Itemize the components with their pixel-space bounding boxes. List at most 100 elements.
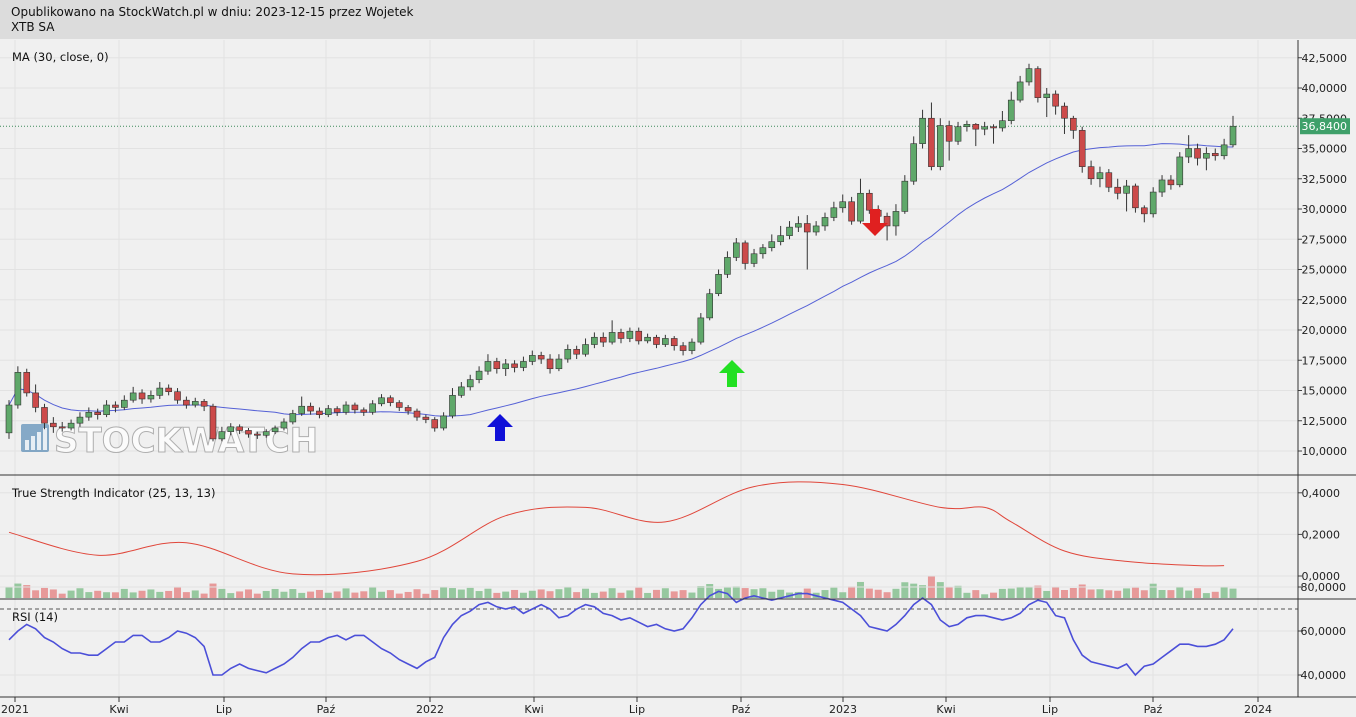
volume-bar xyxy=(1034,585,1042,598)
candle-down xyxy=(972,124,980,130)
volume-bar xyxy=(848,586,856,598)
time-tick-label: Lip xyxy=(629,703,645,716)
volume-bar xyxy=(156,591,164,598)
volume-bar xyxy=(174,587,182,598)
candle-up xyxy=(121,399,128,408)
volume-bar xyxy=(1167,590,1175,598)
volume-bar xyxy=(573,592,581,598)
volume-bar xyxy=(715,588,723,598)
candle-down xyxy=(493,361,501,370)
candle-up xyxy=(1158,179,1166,193)
candle-down xyxy=(236,426,243,431)
volume-bar xyxy=(1202,593,1210,598)
candle-up xyxy=(369,403,376,413)
time-tick-label: Lip xyxy=(1042,703,1058,716)
time-tick-label: Paź xyxy=(732,703,751,716)
volume-bar xyxy=(839,592,847,598)
candle-up xyxy=(529,355,536,362)
candle-up xyxy=(786,226,793,236)
candle-up xyxy=(466,379,474,388)
tsi-panel xyxy=(0,475,1356,599)
volume-bar xyxy=(777,589,785,598)
volume-bar xyxy=(1087,589,1095,598)
candle-up xyxy=(724,257,731,275)
candle-down xyxy=(1132,185,1139,209)
volume-bar xyxy=(981,594,989,598)
candle-up xyxy=(520,361,527,368)
candle-up xyxy=(821,217,829,227)
candle-up xyxy=(555,358,563,370)
volume-bar xyxy=(1025,586,1033,598)
volume-bar xyxy=(661,588,669,598)
candle-down xyxy=(351,404,359,411)
volume-bar xyxy=(874,589,882,598)
price-tick-label: 12,5000 xyxy=(1302,415,1348,428)
candle-up xyxy=(750,253,758,264)
candle-up xyxy=(954,126,962,142)
volume-bar xyxy=(865,588,873,598)
volume-bar xyxy=(564,587,572,598)
volume-bar xyxy=(94,590,102,598)
volume-bar xyxy=(395,593,403,598)
price-tick-label: 40,0000 xyxy=(1302,82,1348,95)
candle-down xyxy=(360,409,368,413)
volume-bar xyxy=(972,590,980,598)
candle-up xyxy=(937,125,944,167)
tsi-tick-label: 0,2000 xyxy=(1302,528,1341,541)
volume-bar xyxy=(901,582,909,598)
volume-bar xyxy=(821,590,829,598)
candle-down xyxy=(599,336,607,343)
candle-up xyxy=(440,415,447,429)
volume-bar xyxy=(794,591,802,598)
candle-up xyxy=(325,408,332,415)
volume-bar xyxy=(1131,587,1139,598)
volume-bar xyxy=(910,583,918,598)
volume-bar xyxy=(244,589,252,598)
volume-bar xyxy=(289,589,297,598)
volume-bar xyxy=(590,592,598,598)
stockwatch-logo-bar xyxy=(43,428,47,450)
tsi-panel-title: True Strength Indicator (25, 13, 13) xyxy=(11,486,215,500)
candle-down xyxy=(511,363,518,368)
candle-down xyxy=(617,332,625,339)
volume-bar xyxy=(191,590,199,598)
candle-down xyxy=(573,349,580,355)
candle-up xyxy=(626,330,634,339)
ticker-name: XTB SA xyxy=(11,20,55,34)
candle-down xyxy=(670,338,678,347)
volume-bar xyxy=(378,591,386,598)
candle-down xyxy=(1087,166,1095,180)
candle-down xyxy=(23,372,31,394)
candle-down xyxy=(422,416,430,420)
volume-bar xyxy=(759,588,767,598)
candle-up xyxy=(999,120,1006,129)
volume-bar xyxy=(1229,588,1237,598)
rsi-panel-title: RSI (14) xyxy=(12,610,58,624)
candle-up xyxy=(280,421,288,429)
candle-up xyxy=(892,211,900,227)
candle-down xyxy=(1078,130,1086,167)
volume-bar xyxy=(1114,590,1122,598)
volume-bar xyxy=(315,589,323,598)
candle-down xyxy=(431,419,439,429)
volume-bar xyxy=(67,590,75,598)
candle-down xyxy=(50,422,57,428)
volume-bar xyxy=(697,586,705,598)
candle-down xyxy=(307,405,314,412)
volume-bar xyxy=(670,591,678,598)
candle-up xyxy=(901,180,909,212)
volume-bar xyxy=(998,588,1006,598)
candle-down xyxy=(333,408,341,413)
volume-bar xyxy=(386,590,394,598)
candle-up xyxy=(608,332,616,343)
volume-bar xyxy=(32,590,40,598)
candle-down xyxy=(254,433,261,436)
candle-up xyxy=(271,427,279,432)
volume-bar xyxy=(23,585,31,598)
candle-up xyxy=(1176,156,1184,186)
candle-up xyxy=(1149,191,1157,215)
volume-bar xyxy=(307,591,315,598)
volume-bar xyxy=(519,592,527,598)
